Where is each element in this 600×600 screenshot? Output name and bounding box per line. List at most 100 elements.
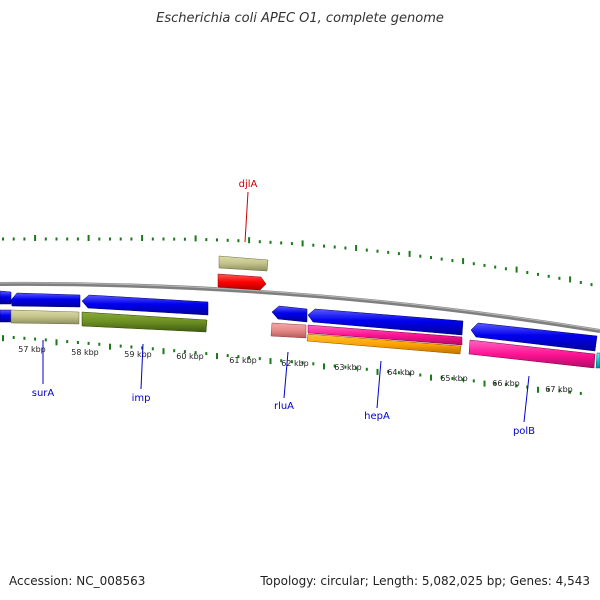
tick-label: 64 kbp	[387, 368, 415, 377]
feature-edge-right[interactable]	[595, 352, 600, 369]
polB-leader-line	[523, 375, 530, 423]
outer-tick	[451, 259, 454, 263]
inner-tick	[365, 367, 368, 371]
tick-label: 63 kbp	[334, 363, 362, 372]
outer-tick	[280, 241, 283, 245]
inner-tick	[130, 345, 133, 349]
hepA-leader-line	[376, 360, 382, 409]
hepA-feature-pink[interactable]	[307, 324, 463, 346]
surA-label[interactable]: surA	[32, 388, 55, 399]
inner-tick	[301, 361, 304, 365]
outer-tick	[237, 239, 240, 243]
gene-arrow-edge-left[interactable]	[0, 290, 12, 305]
outer-tick	[87, 235, 90, 241]
imp-leader-line	[140, 343, 144, 390]
surA-feature[interactable]	[10, 309, 80, 325]
inner-tick	[66, 340, 69, 344]
imp-label[interactable]: imp	[132, 393, 151, 404]
djlA-leader-line	[244, 191, 249, 243]
tick-label: 58 kbp	[71, 348, 99, 357]
outer-tick	[205, 238, 208, 242]
inner-tick	[141, 346, 144, 350]
outer-tick	[98, 237, 101, 241]
inner-tick	[483, 380, 486, 387]
inner-tick	[162, 348, 165, 355]
outer-tick	[440, 257, 443, 261]
djlA-label[interactable]: djlA	[239, 179, 258, 190]
outer-tick	[376, 249, 379, 253]
inner-tick	[12, 336, 15, 339]
outer-tick	[66, 237, 69, 241]
outer-tick	[44, 237, 47, 241]
outer-tick	[526, 271, 529, 274]
outer-tick	[248, 237, 251, 244]
djlA-feature[interactable]	[218, 255, 269, 272]
outer-tick	[109, 237, 111, 241]
inner-tick	[451, 377, 454, 380]
rluA-label[interactable]: rluA	[274, 401, 294, 412]
outer-tick	[569, 276, 572, 283]
rluA-gene-arrow[interactable]	[271, 305, 308, 323]
feature-edge-left[interactable]	[0, 309, 12, 323]
outer-tick-row	[2, 235, 593, 287]
inner-tick	[109, 343, 111, 350]
outer-tick	[173, 237, 176, 241]
hepA-label[interactable]: hepA	[364, 411, 390, 422]
inner-tick	[290, 360, 293, 364]
tick-label: 60 kbp	[176, 352, 204, 361]
inner-tick	[194, 351, 197, 355]
polB-feature[interactable]	[468, 339, 596, 369]
inner-tick	[119, 344, 122, 348]
inner-tick	[323, 363, 325, 370]
outer-tick	[333, 245, 336, 249]
polB-label[interactable]: polB	[513, 426, 535, 437]
outer-tick	[558, 276, 561, 280]
outer-tick	[162, 237, 165, 241]
outer-tick	[141, 235, 144, 241]
inner-tick	[355, 366, 358, 370]
inner-tick	[55, 339, 58, 346]
outer-tick	[472, 262, 475, 266]
djlA-gene-arrow[interactable]	[217, 273, 267, 291]
accession-text: Accession: NC_008563	[9, 574, 146, 588]
inner-tick	[579, 391, 582, 395]
hepA-feature-orange[interactable]	[306, 333, 462, 355]
inner-tick	[258, 357, 261, 361]
rluA-feature[interactable]	[270, 322, 307, 339]
outer-tick	[301, 240, 304, 247]
inner-tick	[44, 338, 47, 342]
inner-tick	[376, 368, 379, 375]
outer-tick	[408, 250, 411, 257]
inner-tick	[76, 341, 79, 344]
outer-tick	[76, 237, 79, 241]
inner-tick	[419, 373, 422, 377]
hepA-gene-arrow[interactable]	[307, 308, 464, 336]
tick-label: 62 kbp	[281, 359, 309, 368]
outer-tick	[269, 240, 272, 244]
inner-tick	[280, 359, 283, 363]
inner-tick	[430, 374, 432, 381]
outer-tick	[483, 263, 486, 267]
outer-tick	[194, 235, 197, 242]
outer-tick	[2, 237, 4, 241]
imp-gene-arrow[interactable]	[81, 294, 209, 316]
inner-tick	[173, 349, 176, 353]
inner-tick	[537, 386, 539, 393]
inner-tick	[237, 355, 240, 359]
surA-gene-arrow[interactable]	[10, 292, 81, 308]
polB-gene-arrow[interactable]	[470, 322, 598, 352]
outer-tick	[12, 237, 15, 241]
imp-feature[interactable]	[81, 311, 208, 333]
inner-tick	[333, 364, 336, 368]
outer-tick	[55, 237, 58, 241]
inner-tick	[216, 353, 218, 360]
tick-label: 57 kbp	[18, 345, 46, 354]
inner-tick	[462, 378, 465, 382]
outer-tick	[216, 238, 218, 242]
inner-tick	[558, 389, 561, 393]
inner-tick	[98, 342, 101, 346]
inner-tick	[344, 365, 347, 369]
outer-tick	[504, 267, 507, 271]
inner-tick	[248, 356, 251, 360]
